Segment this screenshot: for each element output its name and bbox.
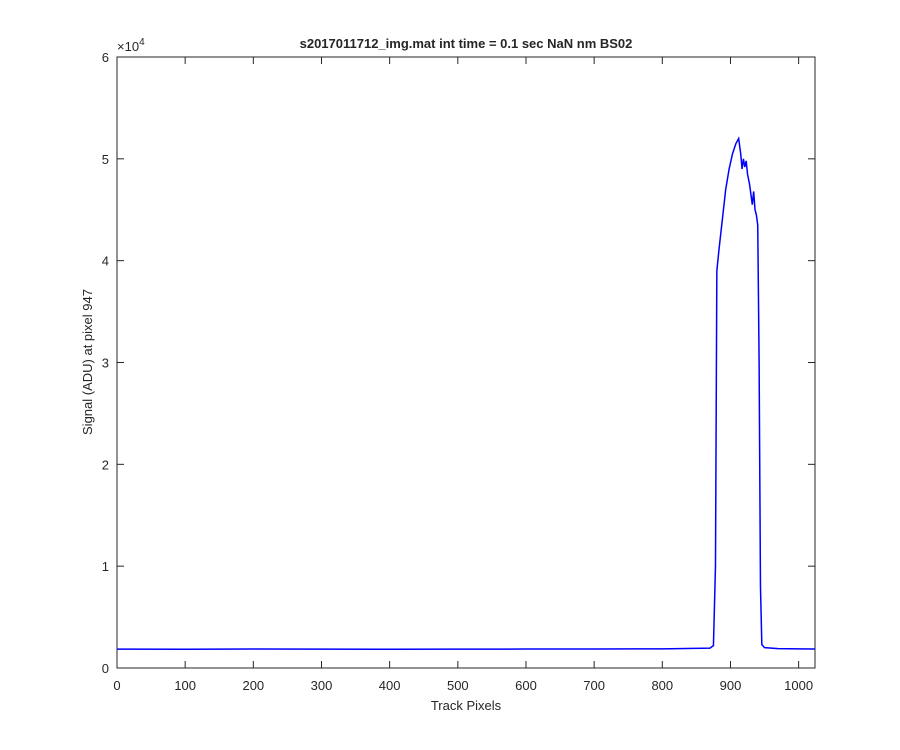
y-tick-label: 0	[102, 661, 109, 676]
x-tick-label: 800	[651, 678, 673, 693]
data-line	[116, 136, 816, 651]
y-tick-label: 6	[102, 50, 109, 65]
x-tick-label: 500	[447, 678, 469, 693]
x-tick-label: 100	[174, 678, 196, 693]
y-tick-label: 5	[102, 152, 109, 167]
x-tick-label: 900	[720, 678, 742, 693]
y-scale-exponent: 4	[139, 37, 145, 48]
y-scale-base: ×10	[117, 39, 139, 54]
x-tick-label: 0	[113, 678, 120, 693]
y-tick-label: 4	[102, 254, 109, 269]
axes-box	[116, 56, 816, 669]
x-tick-label: 700	[583, 678, 605, 693]
x-tick-label: 300	[311, 678, 333, 693]
y-tick-label: 3	[102, 356, 109, 371]
x-tick-label: 600	[515, 678, 537, 693]
y-tick-label: 1	[102, 559, 109, 574]
x-tick-label: 400	[379, 678, 401, 693]
x-tick-label: 1000	[784, 678, 813, 693]
x-axis-label: Track Pixels	[431, 698, 502, 713]
y-axis-label: Signal (ADU) at pixel 947	[80, 289, 95, 435]
y-scale-label: ×104	[117, 37, 145, 54]
chart-title: s2017011712_img.mat int time = 0.1 sec N…	[300, 36, 633, 51]
x-tick-label: 200	[242, 678, 264, 693]
y-tick-label: 2	[102, 457, 109, 472]
